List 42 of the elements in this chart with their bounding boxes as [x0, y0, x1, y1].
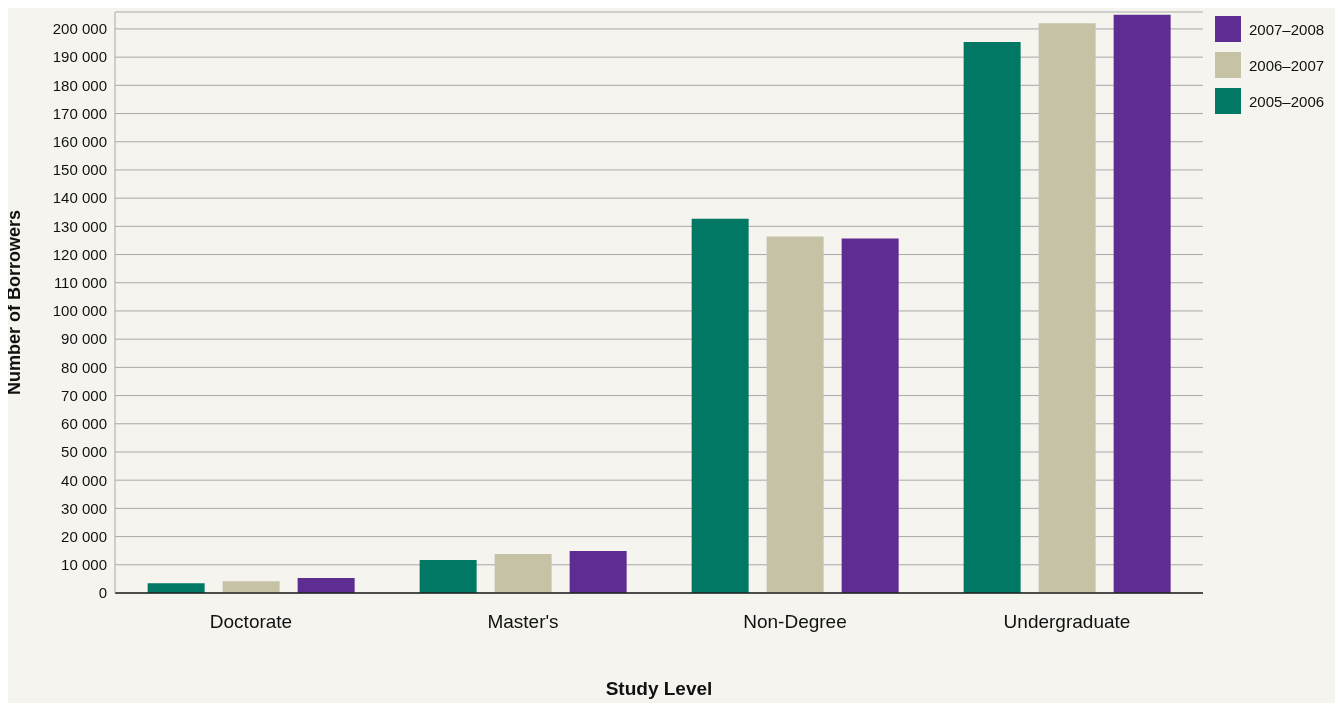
legend-label: 2005–2006: [1249, 92, 1325, 110]
y-tick-label: 140 000: [52, 189, 107, 207]
bar: [419, 560, 477, 593]
y-tick-label: 0: [98, 584, 107, 602]
y-tick-label: 10 000: [61, 556, 107, 574]
y-tick-label: 120 000: [52, 245, 107, 263]
bar: [1038, 23, 1096, 593]
y-tick-label: 190 000: [52, 48, 107, 66]
y-axis-title: Number of Borrowers: [4, 209, 25, 396]
bar: [691, 218, 749, 593]
y-tick-label: 110 000: [53, 274, 107, 292]
y-tick-label: 40 000: [61, 471, 107, 489]
y-tick-label: 30 000: [61, 499, 107, 517]
bar: [494, 554, 552, 593]
y-tick-label: 180 000: [52, 76, 107, 94]
y-tick-label: 130 000: [52, 217, 107, 235]
y-tick-label: 90 000: [61, 330, 107, 348]
x-axis-title: Study Level: [605, 678, 713, 699]
y-tick-label: 50 000: [61, 443, 107, 461]
y-tick-label: 70 000: [61, 386, 107, 404]
y-tick-label: 60 000: [61, 415, 107, 433]
bar: [1113, 14, 1171, 593]
y-tick-label: 170 000: [52, 104, 107, 122]
y-tick-label: 20 000: [61, 527, 107, 545]
y-tick-label: 80 000: [61, 358, 107, 376]
x-tick-label: Undergraduate: [1003, 611, 1131, 633]
legend-label: 2007–2008: [1249, 20, 1325, 38]
x-tick-label: Non-Degree: [743, 611, 847, 633]
x-tick-label: Master's: [487, 611, 559, 633]
bar: [147, 583, 205, 593]
y-tick-label: 150 000: [52, 161, 107, 179]
x-tick-label: Doctorate: [209, 611, 293, 633]
y-tick-label: 100 000: [52, 302, 107, 320]
bar: [222, 581, 280, 593]
bar: [963, 41, 1021, 593]
bar: [297, 578, 355, 593]
bar: [841, 238, 899, 593]
legend-label: 2006–2007: [1249, 56, 1325, 74]
bar: [569, 550, 627, 593]
y-tick-label: 200 000: [52, 20, 107, 38]
bar: [766, 236, 824, 593]
y-tick-label: 160 000: [52, 133, 107, 151]
